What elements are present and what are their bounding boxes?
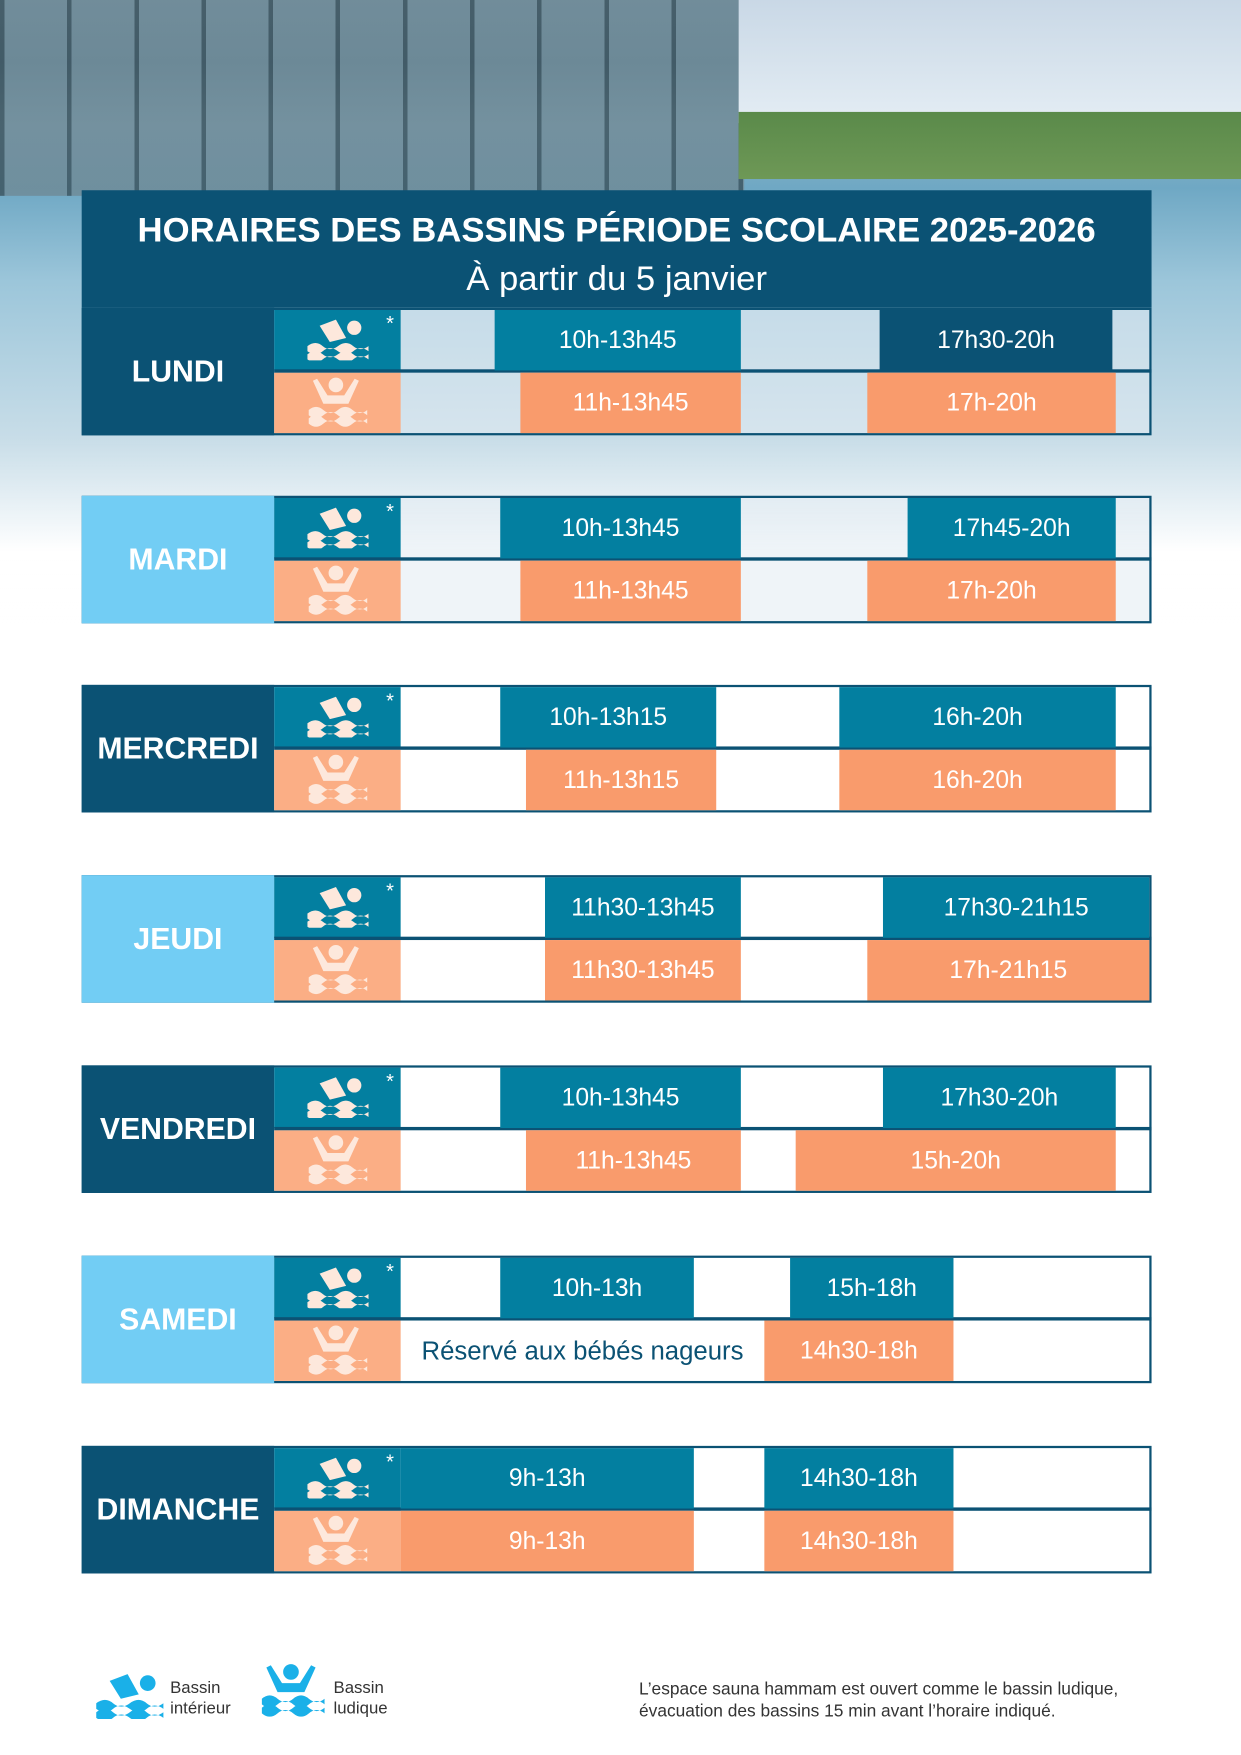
- day-label: VENDREDI: [99, 1111, 257, 1146]
- ludique-swimmer-icon: [261, 1664, 325, 1717]
- day-block-mardi: MARDI * 10h-13h45 17h45-20h 11h-13h45 17h-2…: [81, 495, 1152, 624]
- day-block-vendredi: VENDREDI * 10h-13h45 17h30-20h 11h-13h45 15…: [81, 1065, 1152, 1193]
- day-label-cell: LUNDI: [81, 307, 275, 436]
- ludique-swimmer-icon: [306, 1321, 369, 1380]
- day-label: LUNDI: [131, 354, 225, 388]
- footnote: L’espace sauna hammam est ouvert comme l…: [639, 1679, 1118, 1724]
- interior-time-slot: 10h-13h: [500, 1257, 694, 1319]
- ludique-note: Réservé aux bébés nageurs: [421, 1335, 744, 1365]
- swimmer-icon: [302, 315, 374, 365]
- swimmer-icon: [302, 1263, 374, 1313]
- day-label: MERCREDI: [97, 731, 259, 765]
- legend-interior-label-1: Bassin: [170, 1678, 221, 1698]
- ludique-time-slot: 11h30-13h45: [545, 940, 741, 1001]
- interior-time-slot: 10h-13h45: [500, 497, 741, 559]
- ludique-pool-icon-cell: [274, 1320, 401, 1381]
- ludique-pool-icon-cell: [274, 749, 401, 811]
- legend-interior-label-2: intérieur: [170, 1698, 231, 1718]
- swimmer-icon: [302, 503, 374, 553]
- ludique-time-slot: 9h-13h: [400, 1510, 694, 1572]
- header: HORAIRES DES BASSINS PÉRIODE SCOLAIRE 20…: [81, 190, 1152, 308]
- swimmer-icon: [96, 1674, 164, 1719]
- ludique-swimmer-icon: [306, 941, 369, 1000]
- day-block-lundi: LUNDI * 10h-13h45 17h30-20h 11h-13h45 17h-2…: [81, 307, 1152, 436]
- day-block-jeudi: JEUDI * 11h30-13h45 17h30-21h15 11h30-13h4…: [81, 875, 1152, 1003]
- interior-pool-icon-cell: *: [274, 497, 401, 559]
- ludique-time-slot: 16h-20h: [839, 749, 1116, 811]
- asterisk: *: [386, 500, 394, 523]
- interior-time-slot: 17h45-20h: [907, 497, 1116, 559]
- day-label: DIMANCHE: [96, 1492, 260, 1526]
- day-label: JEUDI: [133, 921, 223, 956]
- interior-time-slot: 17h30-21h15: [882, 877, 1150, 938]
- swimmer-icon: [302, 882, 374, 932]
- interior-time-slot: 14h30-18h: [764, 1448, 954, 1509]
- day-block-mercredi: MERCREDI * 10h-13h15 16h-20h 11h-13h15 16h-…: [81, 684, 1152, 813]
- interior-time-slot: 15h-18h: [790, 1257, 954, 1319]
- interior-pool-icon-cell: *: [274, 1067, 401, 1129]
- day-label-cell: MERCREDI: [81, 684, 275, 813]
- footnote-line-2: évacuation des bassins 15 min avant l’ho…: [639, 1702, 1056, 1722]
- day-label-cell: SAMEDI: [81, 1255, 275, 1384]
- ludique-swimmer-icon: [306, 561, 369, 620]
- day-block-samedi: SAMEDI * 10h-13h 15h-18h Réservé aux bébés…: [81, 1255, 1152, 1384]
- ludique-time-slot: 11h-13h45: [520, 372, 741, 434]
- ludique-pool-icon-cell: [274, 372, 401, 434]
- interior-time-slot: 17h30-20h: [882, 1067, 1116, 1129]
- ludique-pool-icon-cell: [274, 940, 401, 1001]
- ludique-swimmer-icon: [306, 373, 369, 432]
- asterisk: *: [386, 312, 394, 335]
- ludique-time-slot: 11h-13h15: [525, 749, 717, 811]
- interior-time-slot: 17h30-20h: [879, 309, 1113, 371]
- ludique-swimmer-icon: [306, 1511, 369, 1570]
- asterisk: *: [386, 689, 394, 712]
- ludique-time-slot: 14h30-18h: [764, 1320, 954, 1381]
- day-label: SAMEDI: [119, 1302, 237, 1336]
- day-label-cell: DIMANCHE: [81, 1445, 275, 1574]
- swimmer-icon: [302, 692, 374, 742]
- asterisk: *: [386, 1260, 394, 1283]
- interior-time-slot: 16h-20h: [839, 687, 1116, 748]
- ludique-pool-icon-cell: [274, 1130, 401, 1191]
- page-subtitle: À partir du 5 janvier: [466, 258, 768, 298]
- ludique-time-slot: 11h-13h45: [520, 560, 741, 622]
- interior-pool-icon-cell: *: [274, 877, 401, 938]
- ludique-time-slot: 11h-13h45: [525, 1130, 741, 1191]
- footnote-line-1: L’espace sauna hammam est ouvert comme l…: [639, 1679, 1119, 1699]
- ludique-time-slot: 14h30-18h: [764, 1510, 954, 1572]
- ludique-time-slot: 17h-20h: [867, 372, 1116, 434]
- interior-time-slot: 10h-13h15: [500, 687, 717, 748]
- ludique-time-slot: 17h-21h15: [867, 940, 1150, 1001]
- asterisk: *: [386, 879, 394, 902]
- ludique-swimmer-icon: [306, 750, 369, 809]
- day-block-dimanche: DIMANCHE * 9h-13h 14h30-18h 9h-13h 14h30-18…: [81, 1445, 1152, 1574]
- interior-pool-icon-cell: *: [274, 1257, 401, 1319]
- day-label: MARDI: [128, 542, 228, 576]
- interior-pool-icon-cell: *: [274, 687, 401, 748]
- interior-time-slot: 10h-13h45: [500, 1067, 741, 1129]
- day-label-cell: VENDREDI: [81, 1065, 275, 1193]
- day-label-cell: JEUDI: [81, 875, 275, 1003]
- interior-time-slot: 9h-13h: [400, 1448, 694, 1509]
- legend-ludique-label-1: Bassin: [333, 1678, 384, 1698]
- asterisk: *: [386, 1450, 394, 1473]
- swimmer-icon: [302, 1453, 374, 1503]
- interior-time-slot: 11h30-13h45: [545, 877, 741, 938]
- ludique-pool-icon-cell: [274, 1510, 401, 1572]
- ludique-time-slot: 17h-20h: [867, 560, 1116, 622]
- swimmer-icon: [302, 1073, 374, 1123]
- asterisk: *: [386, 1069, 394, 1093]
- page-title-wrap: HORAIRES DES BASSINS PÉRIODE SCOLAIRE 20…: [82, 210, 1152, 250]
- interior-pool-icon-cell: *: [274, 1448, 401, 1509]
- interior-pool-icon-cell: *: [274, 309, 401, 371]
- page-title: HORAIRES DES BASSINS PÉRIODE SCOLAIRE 20…: [137, 210, 1096, 250]
- interior-time-slot: 10h-13h45: [494, 309, 741, 371]
- ludique-time-slot: 15h-20h: [795, 1130, 1116, 1191]
- ludique-swimmer-icon: [306, 1131, 369, 1190]
- legend-ludique-label-2: ludique: [333, 1698, 388, 1718]
- day-label-cell: MARDI: [81, 495, 275, 624]
- ludique-pool-icon-cell: [274, 560, 401, 622]
